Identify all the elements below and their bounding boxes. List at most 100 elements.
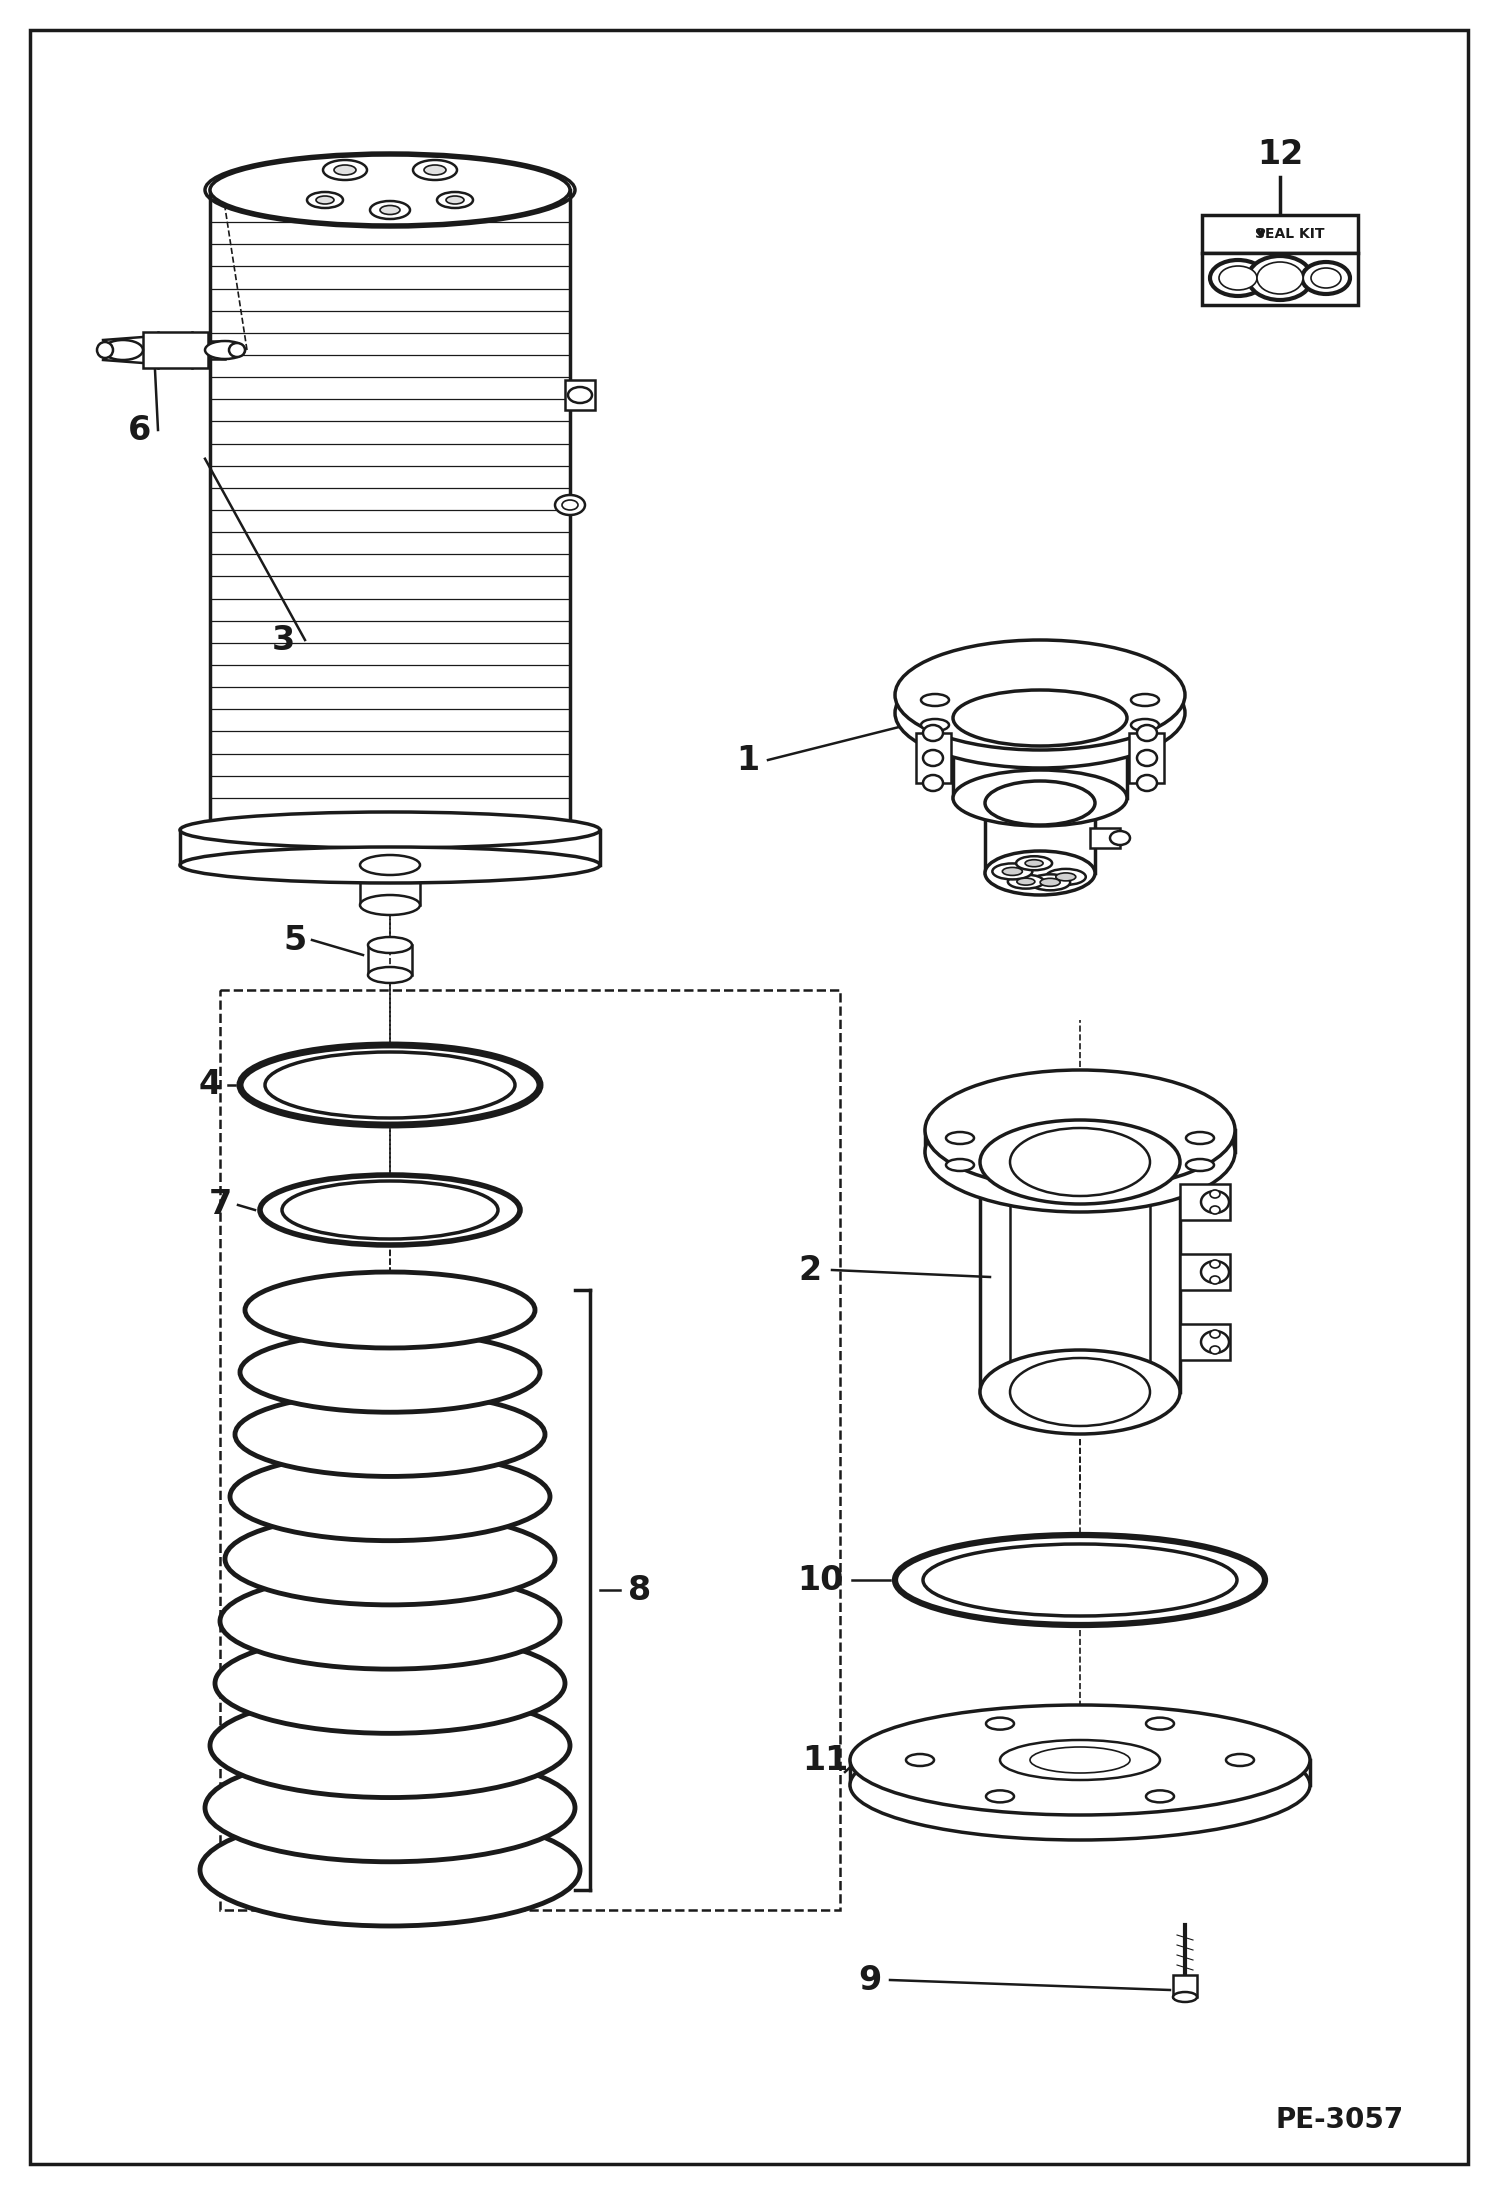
Ellipse shape xyxy=(370,202,410,219)
Ellipse shape xyxy=(1173,1992,1197,2001)
Bar xyxy=(142,331,208,369)
Ellipse shape xyxy=(923,1545,1237,1617)
Ellipse shape xyxy=(1225,1753,1254,1766)
Ellipse shape xyxy=(1186,1158,1213,1172)
Ellipse shape xyxy=(849,1731,1309,1841)
Ellipse shape xyxy=(324,160,367,180)
Ellipse shape xyxy=(360,895,419,915)
Ellipse shape xyxy=(231,1452,550,1540)
Ellipse shape xyxy=(235,1393,545,1477)
Ellipse shape xyxy=(210,1694,571,1797)
Text: 6: 6 xyxy=(129,412,151,448)
Ellipse shape xyxy=(1219,265,1257,290)
Bar xyxy=(1201,252,1359,305)
Ellipse shape xyxy=(1131,720,1159,731)
Ellipse shape xyxy=(1137,774,1156,792)
Ellipse shape xyxy=(1311,268,1341,287)
Ellipse shape xyxy=(103,340,142,360)
Ellipse shape xyxy=(986,1718,1014,1729)
Ellipse shape xyxy=(923,724,944,742)
Ellipse shape xyxy=(316,195,334,204)
Text: 9: 9 xyxy=(858,1964,882,1997)
Ellipse shape xyxy=(924,1093,1234,1211)
Ellipse shape xyxy=(413,160,457,180)
Ellipse shape xyxy=(1146,1718,1174,1729)
Ellipse shape xyxy=(205,340,246,360)
Text: 3: 3 xyxy=(271,623,295,656)
Ellipse shape xyxy=(1210,1259,1219,1268)
Ellipse shape xyxy=(369,968,412,983)
Ellipse shape xyxy=(201,1814,580,1926)
Ellipse shape xyxy=(1001,1740,1159,1779)
Ellipse shape xyxy=(906,1753,933,1766)
Ellipse shape xyxy=(1210,1189,1219,1198)
Ellipse shape xyxy=(334,165,357,176)
Bar xyxy=(565,380,595,410)
Ellipse shape xyxy=(921,720,950,731)
Bar xyxy=(1180,1323,1230,1360)
Bar xyxy=(220,989,840,1911)
Ellipse shape xyxy=(360,856,419,875)
Ellipse shape xyxy=(1110,832,1129,845)
Ellipse shape xyxy=(1025,860,1043,867)
Ellipse shape xyxy=(240,1332,539,1413)
Ellipse shape xyxy=(1017,878,1035,884)
Ellipse shape xyxy=(947,1158,974,1172)
Ellipse shape xyxy=(921,693,950,706)
Ellipse shape xyxy=(953,770,1126,825)
Ellipse shape xyxy=(986,781,1095,825)
Ellipse shape xyxy=(923,750,944,766)
Ellipse shape xyxy=(1137,724,1156,742)
Text: 10: 10 xyxy=(797,1564,843,1597)
Ellipse shape xyxy=(1131,693,1159,706)
Text: 5: 5 xyxy=(283,924,307,957)
Ellipse shape xyxy=(554,496,586,516)
Ellipse shape xyxy=(180,847,601,882)
Ellipse shape xyxy=(1137,750,1156,766)
Ellipse shape xyxy=(180,812,601,849)
Ellipse shape xyxy=(1031,875,1070,891)
Ellipse shape xyxy=(894,658,1185,768)
Ellipse shape xyxy=(1008,875,1044,889)
Ellipse shape xyxy=(446,195,464,204)
Ellipse shape xyxy=(849,1705,1309,1814)
Bar xyxy=(1201,215,1359,252)
Ellipse shape xyxy=(1002,867,1022,875)
Text: ♥: ♥ xyxy=(1254,228,1266,241)
Text: 12: 12 xyxy=(1257,138,1303,171)
Ellipse shape xyxy=(97,342,112,358)
Ellipse shape xyxy=(894,1536,1264,1626)
Ellipse shape xyxy=(924,1071,1234,1189)
Ellipse shape xyxy=(894,641,1185,750)
Bar xyxy=(1091,827,1121,849)
Ellipse shape xyxy=(568,386,592,404)
Ellipse shape xyxy=(424,165,446,176)
Ellipse shape xyxy=(992,864,1032,880)
Ellipse shape xyxy=(225,1514,554,1604)
Ellipse shape xyxy=(220,1573,560,1670)
Ellipse shape xyxy=(947,1132,974,1143)
Text: 2: 2 xyxy=(798,1253,821,1286)
Ellipse shape xyxy=(1210,261,1266,296)
Ellipse shape xyxy=(953,689,1126,746)
Ellipse shape xyxy=(1248,257,1312,301)
Bar xyxy=(915,733,951,783)
Ellipse shape xyxy=(1201,1262,1228,1283)
Ellipse shape xyxy=(229,342,246,358)
Text: PE-3057: PE-3057 xyxy=(1276,2106,1404,2135)
Text: 7: 7 xyxy=(208,1189,232,1222)
Ellipse shape xyxy=(1210,1330,1219,1338)
Ellipse shape xyxy=(369,937,412,952)
Ellipse shape xyxy=(1186,1132,1213,1143)
Ellipse shape xyxy=(1201,1191,1228,1213)
Bar xyxy=(1180,1185,1230,1220)
Ellipse shape xyxy=(1146,1790,1174,1803)
Ellipse shape xyxy=(437,193,473,208)
Text: SEAL KIT: SEAL KIT xyxy=(1255,226,1324,241)
Ellipse shape xyxy=(1210,1277,1219,1283)
Ellipse shape xyxy=(923,774,944,792)
Bar xyxy=(1129,733,1164,783)
Ellipse shape xyxy=(1210,1207,1219,1213)
Ellipse shape xyxy=(282,1180,497,1240)
Bar xyxy=(1180,1255,1230,1290)
